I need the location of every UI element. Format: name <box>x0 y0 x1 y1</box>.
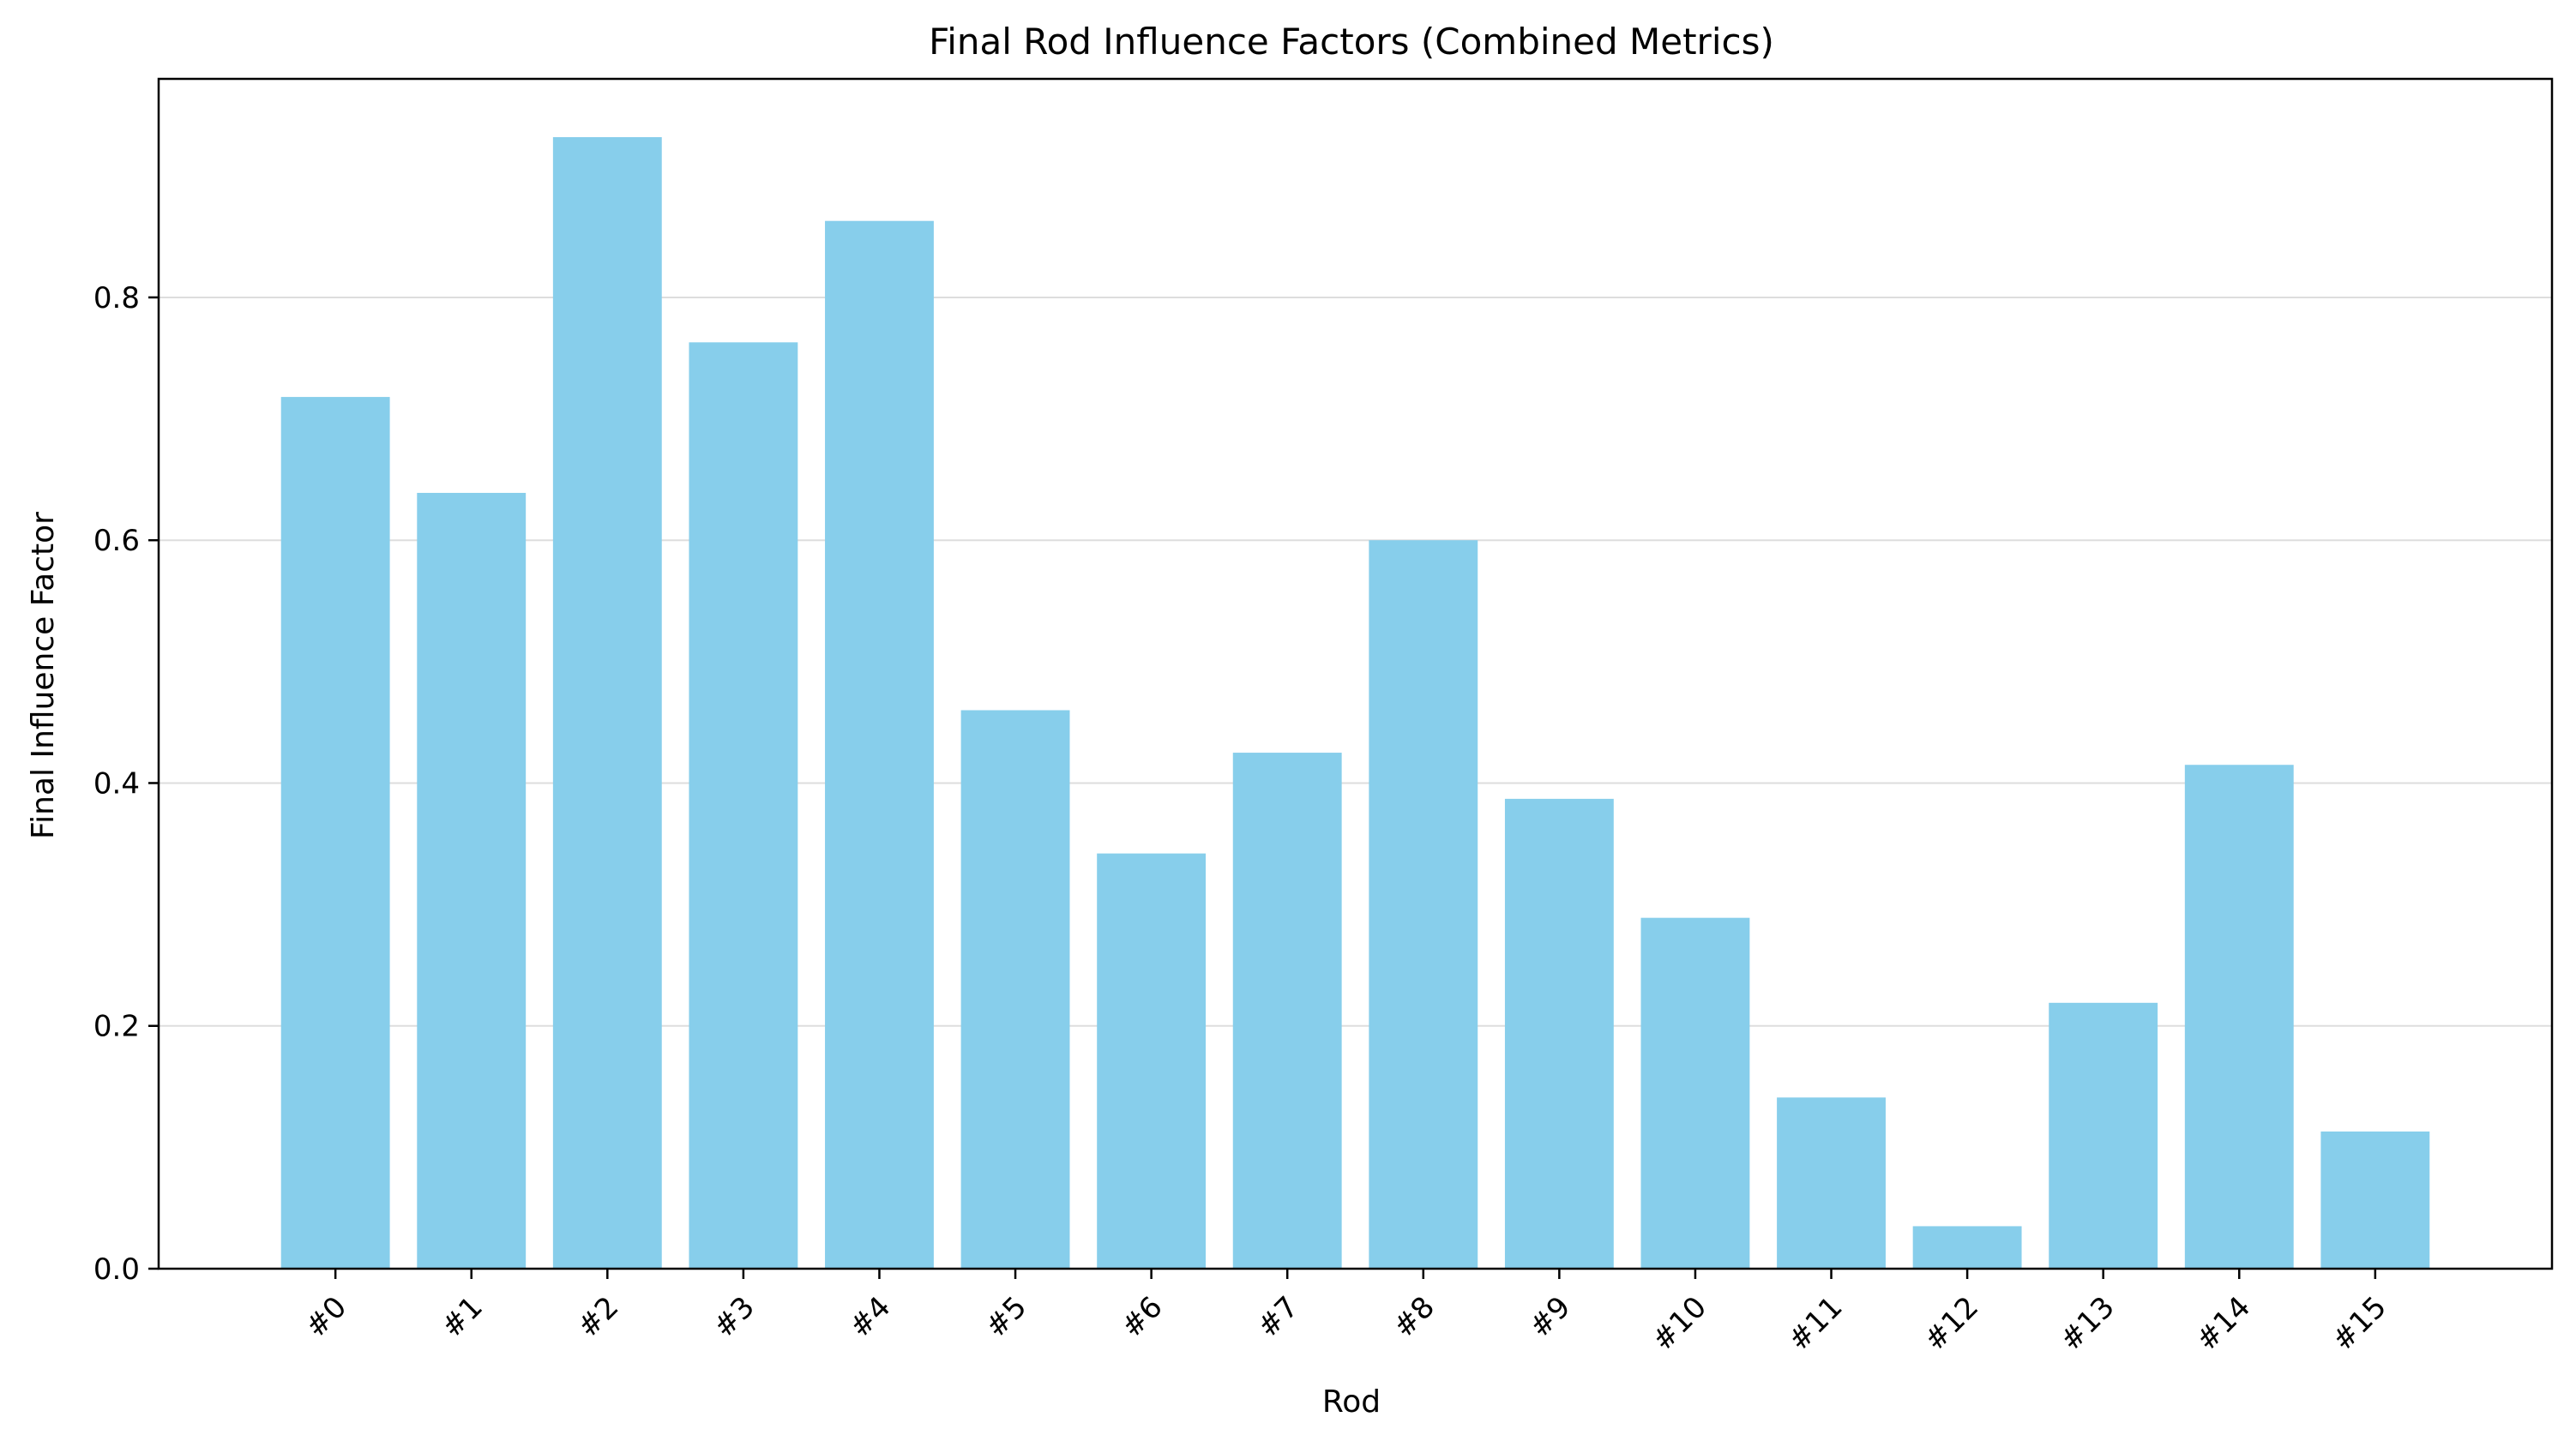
bar-rod-14 <box>2184 765 2294 1269</box>
bar-rod-6 <box>1097 853 1207 1269</box>
bar-rod-11 <box>1777 1097 1886 1269</box>
bar-rod-0 <box>280 397 390 1270</box>
x-axis-label: Rod <box>1322 1384 1381 1420</box>
y-tick-label: 0.6 <box>93 524 140 558</box>
y-tick-label: 0.8 <box>93 281 140 315</box>
bar-rod-10 <box>1640 917 1750 1269</box>
y-axis: 0.0 0.2 0.4 0.6 0.8 <box>93 281 159 1287</box>
bar-rod-3 <box>689 342 798 1269</box>
bar-rod-5 <box>960 710 1070 1269</box>
plot-frame <box>157 77 2554 1270</box>
bar-rod-8 <box>1369 540 1478 1269</box>
bar-rod-12 <box>1912 1226 2022 1269</box>
bar-rod-13 <box>2049 1002 2158 1269</box>
bar-rod-7 <box>1232 753 1342 1269</box>
bar-rod-2 <box>552 136 662 1270</box>
y-tick-label: 0.0 <box>93 1252 140 1287</box>
bar-rod-9 <box>1504 798 1614 1269</box>
bar-rod-15 <box>2320 1131 2430 1269</box>
y-tick-label: 0.4 <box>93 766 140 801</box>
bars <box>280 136 2430 1270</box>
bar-rod-1 <box>417 492 527 1269</box>
y-axis-label: Final Influence Factor <box>26 512 61 839</box>
y-tick-label: 0.2 <box>93 1010 140 1044</box>
chart-title: Final Rod Influence Factors (Combined Me… <box>929 21 1774 63</box>
bar-rod-4 <box>825 220 934 1269</box>
